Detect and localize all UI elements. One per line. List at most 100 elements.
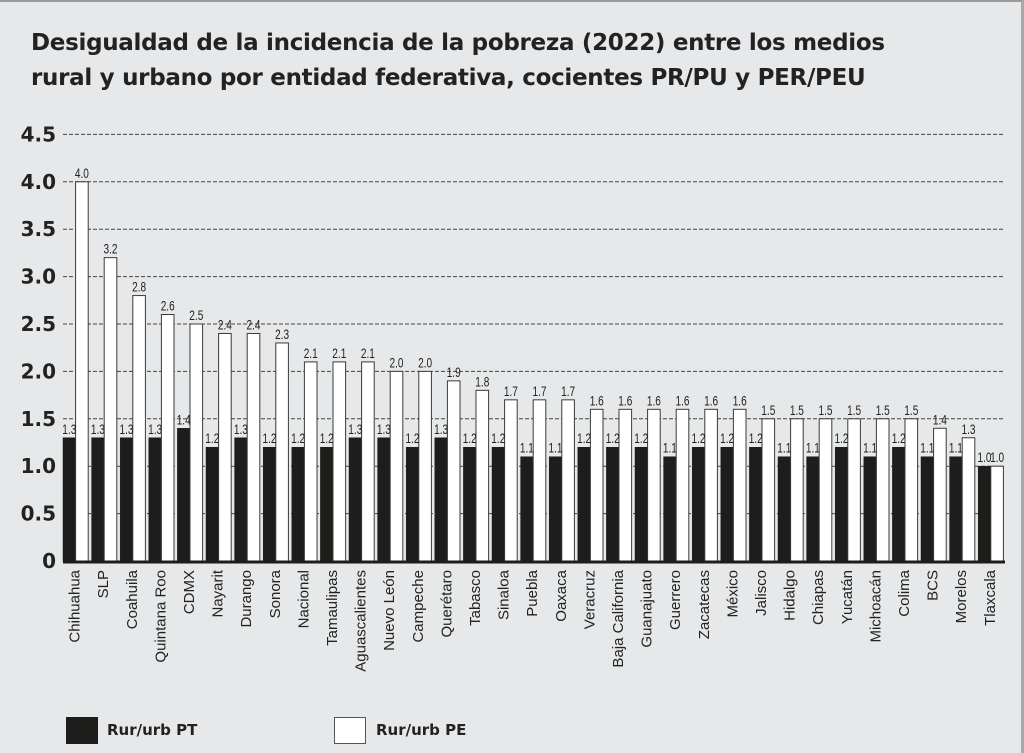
bar-pt xyxy=(892,446,906,562)
bar-label-pt: 1.1 xyxy=(806,440,820,456)
bar-label-pt: 1.1 xyxy=(663,440,677,456)
bar-pe xyxy=(732,408,747,562)
bar-pt xyxy=(577,446,591,562)
bar-pt xyxy=(377,437,391,562)
legend-label-pt: Rur/urb PT xyxy=(107,721,198,739)
bar-pt xyxy=(977,465,992,562)
bar-label-pe: 1.6 xyxy=(675,393,689,409)
bar-label-pe: 2.0 xyxy=(418,355,432,371)
bar-label-pe: 2.5 xyxy=(189,307,203,323)
chart-title-line-2: rural y urbano por entidad federativa, c… xyxy=(31,65,866,91)
bar-label-pt: 1.3 xyxy=(91,421,105,437)
bar-label-pt: 1.3 xyxy=(377,421,391,437)
x-tick-label: Guanajuato xyxy=(639,570,656,648)
bar-label-pt: 1.1 xyxy=(777,440,791,456)
bar-pt xyxy=(91,437,105,562)
bar-label-pe: 1.5 xyxy=(818,402,832,418)
bar-label-pt: 1.2 xyxy=(720,431,734,447)
x-tick-label: Oaxaca xyxy=(553,569,570,621)
x-tick-label: Nayarit xyxy=(210,569,227,617)
bar-pe xyxy=(332,361,347,562)
frame-right-border xyxy=(1021,0,1024,753)
bar-pe xyxy=(618,408,633,562)
bar-pe xyxy=(990,465,1004,562)
bar-pe xyxy=(561,399,575,562)
bar-pe xyxy=(103,257,118,562)
bar-label-pt: 1.2 xyxy=(892,431,906,447)
bar-pe xyxy=(446,380,461,562)
x-tick-label: Quintana Roo xyxy=(152,570,169,663)
x-tick-label: Coahuila xyxy=(124,569,141,629)
x-tick-label: Querétaro xyxy=(438,570,455,638)
bar-pe xyxy=(389,370,404,562)
bar-pt xyxy=(834,446,849,562)
bar-pe xyxy=(704,408,718,562)
bar-label-pe: 1.5 xyxy=(904,402,918,418)
bar-pe xyxy=(418,370,432,562)
bar-label-pe: 2.8 xyxy=(132,279,146,295)
x-tick-label: Baja California xyxy=(610,569,627,667)
x-tick-label: Zacatecas xyxy=(696,570,713,639)
bar-pe xyxy=(475,389,490,562)
bar-label-pt: 1.2 xyxy=(834,431,848,447)
frame-top-border xyxy=(0,0,1024,2)
x-tick-label: Nacional xyxy=(295,570,312,628)
bar-pt xyxy=(663,456,677,562)
bar-label-pt: 1.1 xyxy=(920,440,934,456)
bar-pe xyxy=(189,323,204,562)
bar-pe xyxy=(933,427,947,562)
y-tick-label: 2.5 xyxy=(21,312,56,336)
bar-label-pe: 1.3 xyxy=(961,421,975,437)
bar-label-pt: 1.3 xyxy=(148,421,162,437)
chart-title: Desigualdad de la incidencia de la pobre… xyxy=(31,26,991,96)
y-tick-label: 4.5 xyxy=(21,122,56,146)
bar-label-pt: 1.1 xyxy=(520,440,534,456)
bar-label-pt: 1.2 xyxy=(634,431,648,447)
bar-pt xyxy=(405,446,420,562)
bar-label-pt: 1.2 xyxy=(205,431,219,447)
x-tick-label: Yucatán xyxy=(839,570,856,624)
bar-pe xyxy=(761,418,776,562)
x-tick-label: Tlaxcala xyxy=(982,569,999,626)
bar-label-pt: 1.2 xyxy=(577,431,591,447)
bar-pt xyxy=(749,446,763,562)
bar-pe xyxy=(132,295,146,562)
bar-label-pe: 1.6 xyxy=(647,393,661,409)
y-tick-label: 1.0 xyxy=(21,454,56,478)
bar-label-pe: 1.6 xyxy=(733,393,747,409)
bar-pt xyxy=(920,456,934,562)
bar-pt xyxy=(863,456,877,562)
bar-label-pe: 4.0 xyxy=(75,165,89,181)
y-tick-label: 3.0 xyxy=(21,265,56,289)
y-tick-label: 2.0 xyxy=(21,359,56,383)
bar-pe xyxy=(790,418,804,562)
bar-pt xyxy=(434,437,448,562)
bar-pt xyxy=(949,456,963,562)
x-tick-label: Chihuahua xyxy=(67,569,84,642)
bar-pt xyxy=(777,456,791,562)
bar-pe xyxy=(675,408,690,562)
x-tick-label: Sonora xyxy=(267,569,284,618)
bar-label-pt: 1.2 xyxy=(463,431,477,447)
bar-label-pt: 1.2 xyxy=(691,431,705,447)
bar-pt xyxy=(291,446,305,562)
x-tick-label: Tamaulipas xyxy=(324,570,341,646)
bar-label-pe: 1.8 xyxy=(475,374,489,390)
bar-value-labels: 1.3 4.0 1.3 3.2 1.3 2.8 1.3 2.6 1.4 2.5 1.2 2.4 1.3 2… xyxy=(62,165,1004,465)
bar-pt xyxy=(148,437,162,562)
bar-pe xyxy=(275,342,289,562)
bar-label-pt: 1.3 xyxy=(62,421,76,437)
bar-pt xyxy=(806,456,820,562)
y-tick-label: 0.5 xyxy=(21,502,56,526)
x-tick-label: Jalisco xyxy=(753,570,770,616)
bar-label-pe: 2.1 xyxy=(361,345,375,361)
bar-pe xyxy=(303,361,318,562)
bar-pe xyxy=(847,418,861,562)
y-axis-ticks: 0 0.5 1.0 1.5 2.0 2.5 3.0 3.5 4.0 4.5 xyxy=(21,122,56,573)
bar-label-pt: 1.3 xyxy=(234,421,248,437)
x-axis-labels: Chihuahua SLP Coahuila Quintana Roo CDMX Naya… xyxy=(67,569,999,672)
bar-label-pe: 2.1 xyxy=(304,345,318,361)
bar-pt xyxy=(119,437,134,562)
bar-pt xyxy=(463,446,477,562)
x-tick-label: Durango xyxy=(238,570,255,628)
